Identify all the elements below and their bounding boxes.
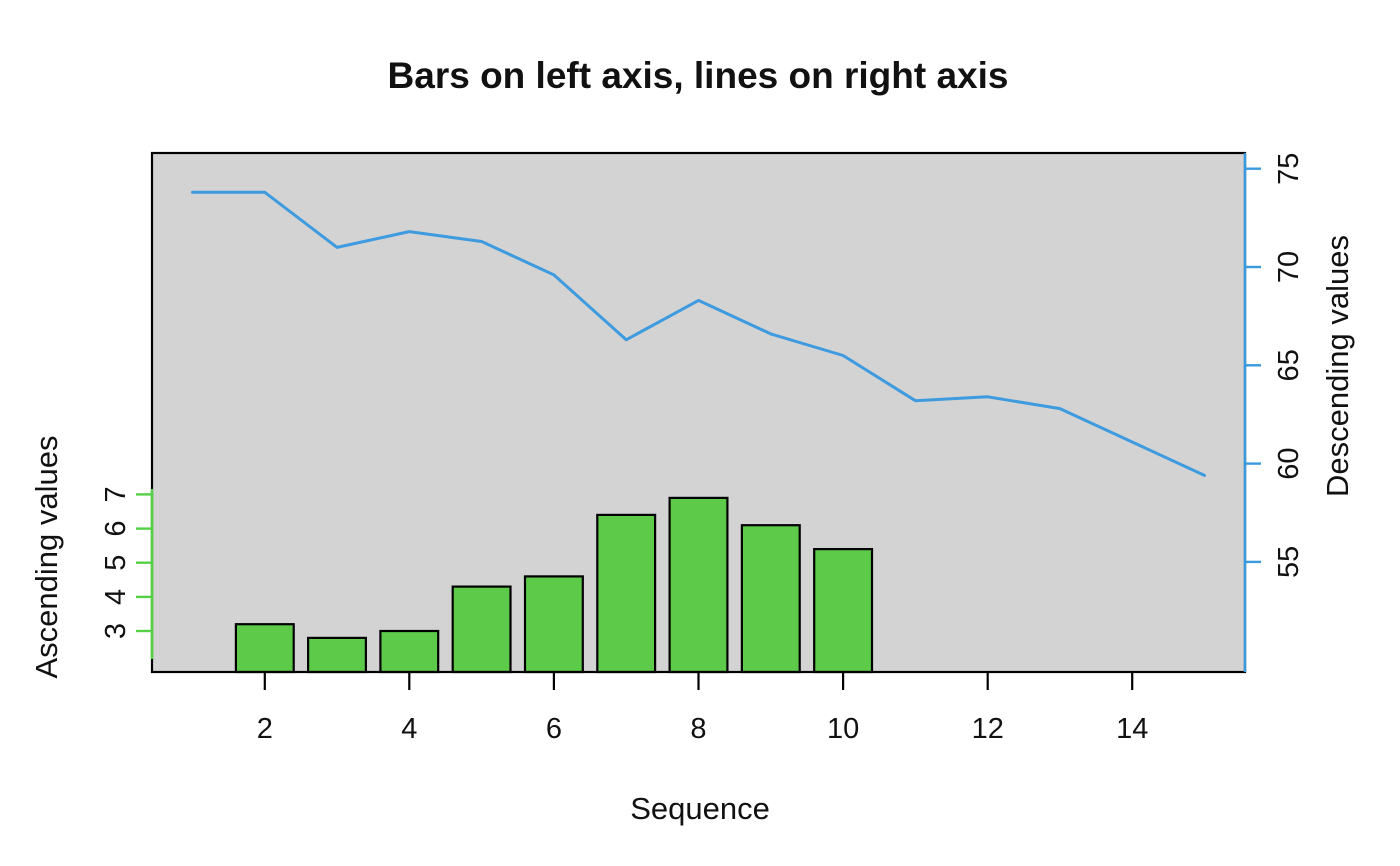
right-axis-tick-label: 70: [1273, 251, 1305, 283]
x-axis: 2 4 6 8 10 12 14: [257, 672, 1148, 745]
descending-line: [191, 190, 1206, 477]
chart-title: Bars on left axis, lines on right axis: [388, 55, 1009, 96]
left-axis-tick-label: 5: [100, 555, 132, 571]
bar: [307, 636, 368, 674]
x-axis-label: Sequence: [630, 791, 770, 826]
bar: [379, 629, 440, 674]
bar: [740, 524, 801, 674]
x-tick-label: 2: [257, 713, 273, 745]
bar: [234, 623, 295, 674]
bar-series: [234, 496, 874, 674]
right-axis-tick-label: 75: [1273, 153, 1305, 185]
left-axis-tick-label: 7: [100, 486, 132, 502]
x-tick-label: 12: [972, 713, 1004, 745]
left-axis-tick-label: 4: [100, 589, 132, 605]
x-tick-label: 10: [827, 713, 859, 745]
bar: [596, 513, 657, 674]
line-series: [191, 190, 1206, 477]
x-tick-label: 6: [546, 713, 562, 745]
right-axis-tick-label: 60: [1273, 447, 1305, 479]
bar: [668, 496, 729, 674]
bar: [451, 585, 512, 674]
right-axis-tick-label: 65: [1273, 349, 1305, 381]
right-axis-tick-label: 55: [1273, 546, 1305, 578]
bar: [523, 575, 584, 674]
bar: [813, 547, 874, 674]
left-axis-label: Ascending values: [29, 436, 64, 679]
left-axis: 3 4 5 6 7: [100, 486, 154, 659]
x-tick-label: 8: [690, 713, 706, 745]
x-tick-label: 4: [401, 713, 417, 745]
left-axis-tick-label: 6: [100, 521, 132, 537]
left-axis-tick-label: 3: [100, 623, 132, 639]
right-axis: 55 60 65 70 75: [1243, 153, 1305, 672]
x-tick-label: 14: [1116, 713, 1148, 745]
right-axis-label: Descending values: [1320, 235, 1355, 497]
